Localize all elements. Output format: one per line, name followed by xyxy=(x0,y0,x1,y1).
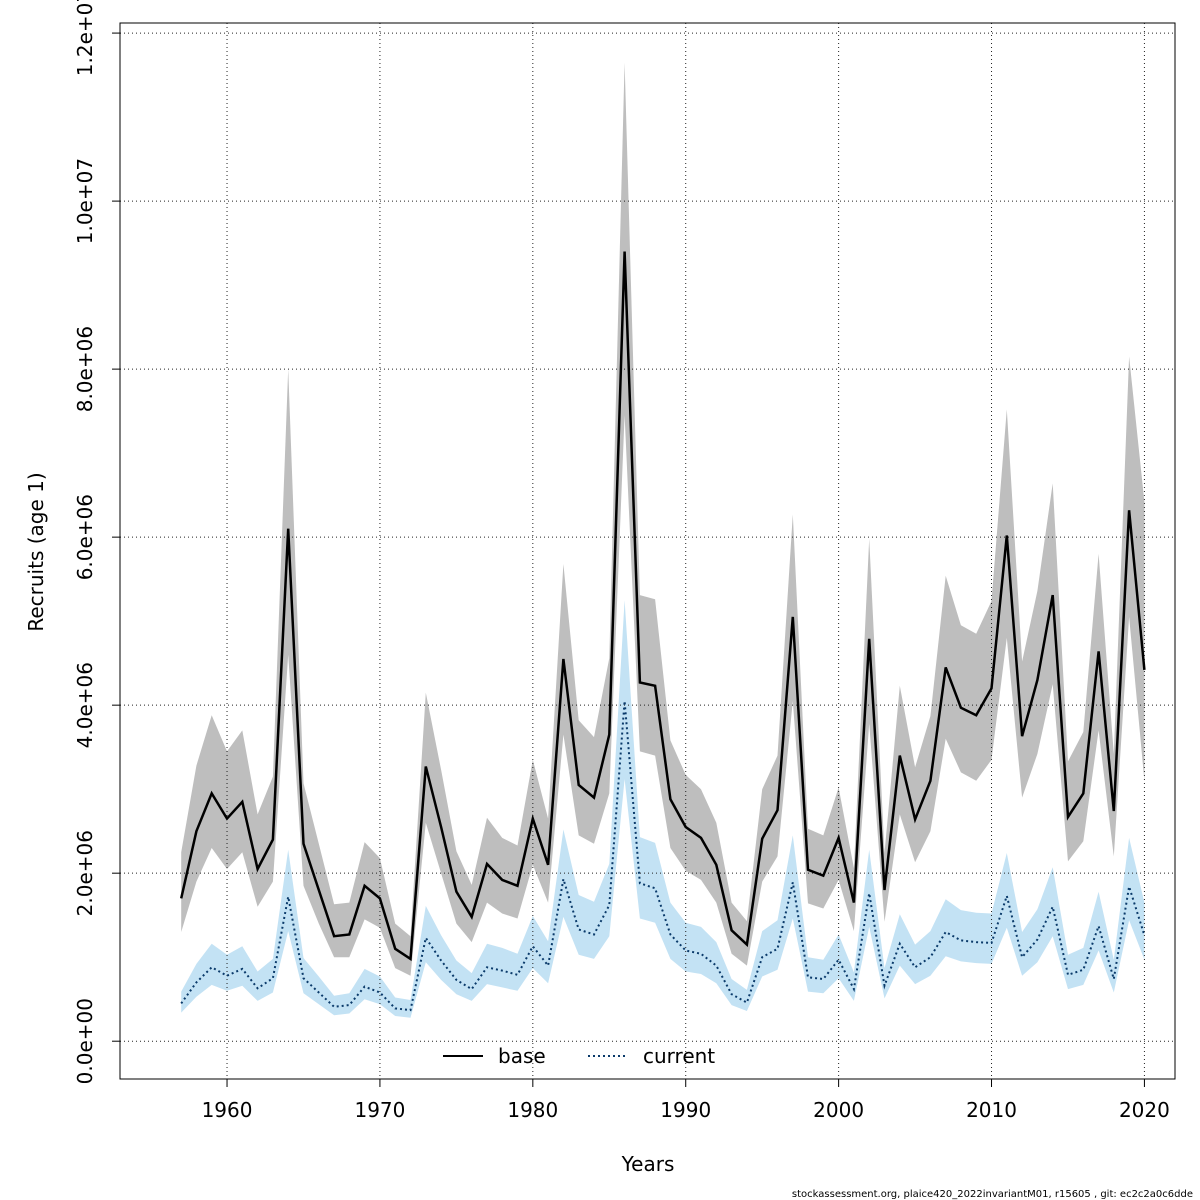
footer-note: stockassessment.org, plaice420_2022invar… xyxy=(792,1189,1193,1200)
x-tick-label: 2020 xyxy=(1119,1098,1170,1122)
y-axis: 0.0e+00 2.0e+06 4.0e+06 6.0e+06 8.0e+06 1.0e+… xyxy=(73,0,121,1084)
x-tick-label: 1970 xyxy=(354,1098,405,1122)
x-axis-title: Years xyxy=(621,1152,675,1176)
x-axis: 1960 1970 1980 1990 2000 2010 2020 xyxy=(202,1078,1170,1122)
x-tick-label: 1980 xyxy=(507,1098,558,1122)
series-lines xyxy=(179,251,1146,1012)
band-current xyxy=(181,600,1145,1018)
y-tick-label: 6.0e+06 xyxy=(73,494,97,580)
legend-label-current: current xyxy=(643,1044,715,1068)
x-tick-label: 1990 xyxy=(660,1098,711,1122)
y-tick-label: 8.0e+06 xyxy=(73,326,97,412)
confidence-bands xyxy=(181,62,1145,1018)
x-tick-label: 1960 xyxy=(202,1098,253,1122)
y-tick-label: 2.0e+06 xyxy=(73,830,97,916)
band-base xyxy=(181,62,1145,976)
grid-lines xyxy=(120,23,1175,1079)
y-tick-label: 0.0e+00 xyxy=(73,998,97,1084)
y-tick-label: 4.0e+06 xyxy=(73,662,97,748)
y-axis-title: Recruits (age 1) xyxy=(24,472,48,631)
line-current xyxy=(180,700,1146,1012)
legend-label-base: base xyxy=(498,1044,546,1068)
y-tick-label: 1.2e+07 xyxy=(73,0,97,76)
y-tick-label: 1.0e+07 xyxy=(73,158,97,244)
legend: base current xyxy=(443,1044,715,1068)
x-tick-label: 2010 xyxy=(966,1098,1017,1122)
x-tick-label: 2000 xyxy=(813,1098,864,1122)
line-base xyxy=(179,251,1146,962)
